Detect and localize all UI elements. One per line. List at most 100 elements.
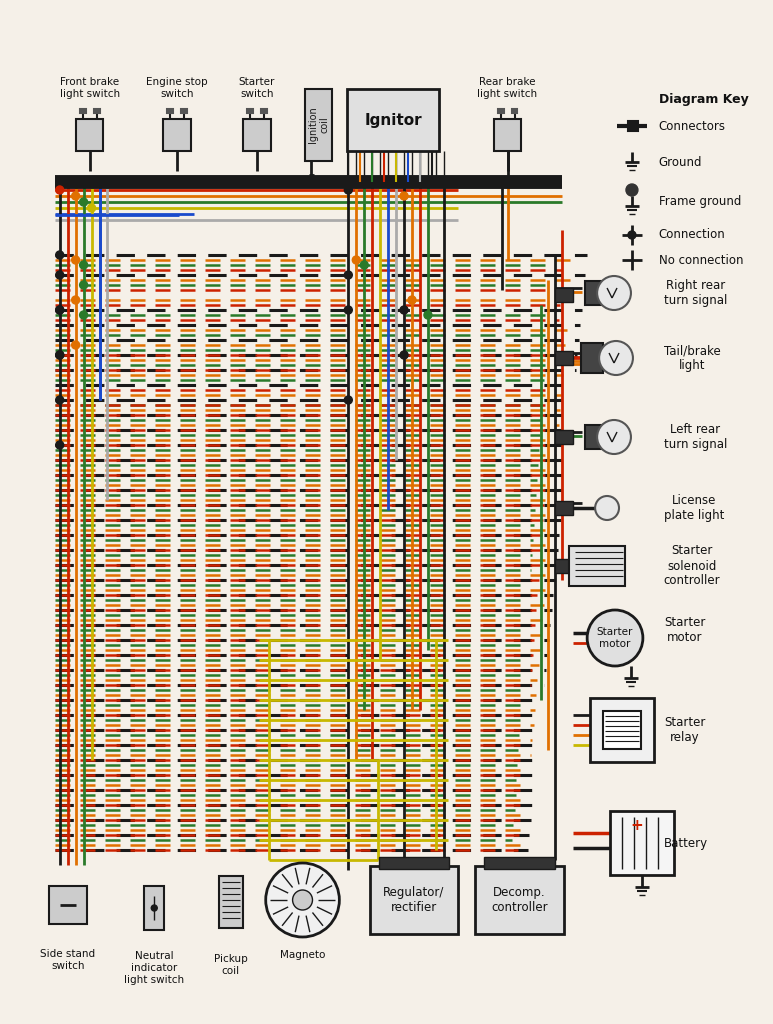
Circle shape bbox=[80, 198, 87, 206]
Bar bbox=[370, 866, 458, 934]
Text: Starter
motor: Starter motor bbox=[664, 616, 705, 644]
Circle shape bbox=[173, 178, 181, 186]
Bar bbox=[498, 109, 503, 113]
Text: +: + bbox=[631, 817, 643, 833]
Circle shape bbox=[80, 311, 87, 319]
Circle shape bbox=[86, 178, 94, 186]
Circle shape bbox=[152, 905, 157, 911]
Bar bbox=[80, 109, 86, 113]
Circle shape bbox=[628, 231, 636, 239]
Text: Engine stop
switch: Engine stop switch bbox=[146, 77, 208, 98]
Text: Starter
relay: Starter relay bbox=[664, 716, 705, 744]
Circle shape bbox=[360, 261, 368, 269]
Circle shape bbox=[597, 276, 631, 310]
Circle shape bbox=[400, 306, 408, 314]
Circle shape bbox=[344, 396, 352, 404]
Circle shape bbox=[72, 296, 80, 304]
Text: Magneto: Magneto bbox=[280, 950, 325, 961]
Circle shape bbox=[503, 178, 512, 186]
Circle shape bbox=[587, 610, 643, 666]
Circle shape bbox=[173, 178, 181, 186]
Text: Connection: Connection bbox=[659, 228, 726, 242]
Bar bbox=[380, 857, 449, 869]
Circle shape bbox=[87, 204, 96, 212]
Text: Ignition
coil: Ignition coil bbox=[308, 106, 329, 143]
Bar bbox=[163, 119, 191, 151]
Circle shape bbox=[56, 306, 63, 314]
Bar bbox=[219, 876, 243, 928]
Text: No connection: No connection bbox=[659, 254, 744, 266]
Text: Front brake
light switch: Front brake light switch bbox=[60, 77, 120, 98]
Bar bbox=[555, 559, 574, 573]
Bar bbox=[603, 711, 641, 749]
Circle shape bbox=[293, 890, 312, 910]
Text: License
plate light: License plate light bbox=[664, 494, 724, 522]
Text: Starter
motor: Starter motor bbox=[597, 627, 633, 649]
Bar bbox=[494, 119, 522, 151]
Circle shape bbox=[72, 341, 80, 349]
Circle shape bbox=[253, 178, 261, 186]
Text: Frame ground: Frame ground bbox=[659, 196, 741, 209]
Circle shape bbox=[72, 193, 80, 200]
Text: Starter
switch: Starter switch bbox=[239, 77, 275, 98]
Circle shape bbox=[400, 193, 408, 200]
Bar bbox=[581, 343, 603, 373]
Bar bbox=[305, 89, 332, 161]
Bar bbox=[94, 109, 100, 113]
Circle shape bbox=[80, 281, 87, 289]
Text: Left rear
turn signal: Left rear turn signal bbox=[664, 423, 727, 451]
Circle shape bbox=[626, 184, 638, 196]
Bar bbox=[555, 288, 574, 302]
Text: Regulator/
rectifier: Regulator/ rectifier bbox=[383, 886, 444, 914]
Circle shape bbox=[595, 496, 619, 520]
Circle shape bbox=[344, 186, 352, 194]
Bar bbox=[347, 89, 439, 151]
Text: Right rear
turn signal: Right rear turn signal bbox=[664, 279, 727, 307]
Bar bbox=[475, 866, 564, 934]
Bar bbox=[585, 281, 603, 305]
Text: Neutral
indicator
light switch: Neutral indicator light switch bbox=[124, 951, 184, 985]
Bar bbox=[181, 109, 187, 113]
Bar bbox=[484, 857, 555, 869]
Circle shape bbox=[56, 251, 63, 259]
Bar bbox=[49, 886, 87, 924]
Circle shape bbox=[344, 271, 352, 279]
Bar bbox=[555, 501, 574, 515]
Bar bbox=[585, 425, 603, 449]
Bar bbox=[145, 886, 164, 930]
Circle shape bbox=[80, 261, 87, 269]
Circle shape bbox=[597, 420, 631, 454]
Text: Side stand
switch: Side stand switch bbox=[40, 949, 95, 971]
Bar bbox=[555, 430, 574, 444]
Text: Connectors: Connectors bbox=[659, 120, 726, 132]
Circle shape bbox=[56, 271, 63, 279]
Text: Ground: Ground bbox=[659, 156, 703, 169]
Text: Battery: Battery bbox=[664, 837, 708, 850]
Bar bbox=[555, 351, 574, 365]
Bar bbox=[512, 109, 517, 113]
Text: Rear brake
light switch: Rear brake light switch bbox=[478, 77, 537, 98]
Bar bbox=[628, 121, 638, 131]
Circle shape bbox=[408, 296, 416, 304]
Bar bbox=[167, 109, 173, 113]
Circle shape bbox=[56, 306, 63, 314]
Text: Pickup
coil: Pickup coil bbox=[214, 954, 248, 976]
Text: Decomp.
controller: Decomp. controller bbox=[491, 886, 548, 914]
Circle shape bbox=[599, 341, 633, 375]
Bar bbox=[261, 109, 267, 113]
Bar bbox=[590, 698, 654, 762]
Circle shape bbox=[253, 178, 261, 186]
Circle shape bbox=[400, 351, 408, 359]
Text: Starter
solenoid
controller: Starter solenoid controller bbox=[664, 545, 720, 588]
Bar bbox=[610, 811, 674, 874]
Circle shape bbox=[584, 548, 620, 584]
Text: Ignitor: Ignitor bbox=[364, 113, 422, 128]
Circle shape bbox=[56, 441, 63, 449]
Circle shape bbox=[56, 186, 63, 194]
Circle shape bbox=[56, 396, 63, 404]
Circle shape bbox=[344, 306, 352, 314]
Bar bbox=[243, 119, 271, 151]
Circle shape bbox=[352, 256, 360, 264]
Bar bbox=[76, 119, 104, 151]
Circle shape bbox=[266, 863, 339, 937]
